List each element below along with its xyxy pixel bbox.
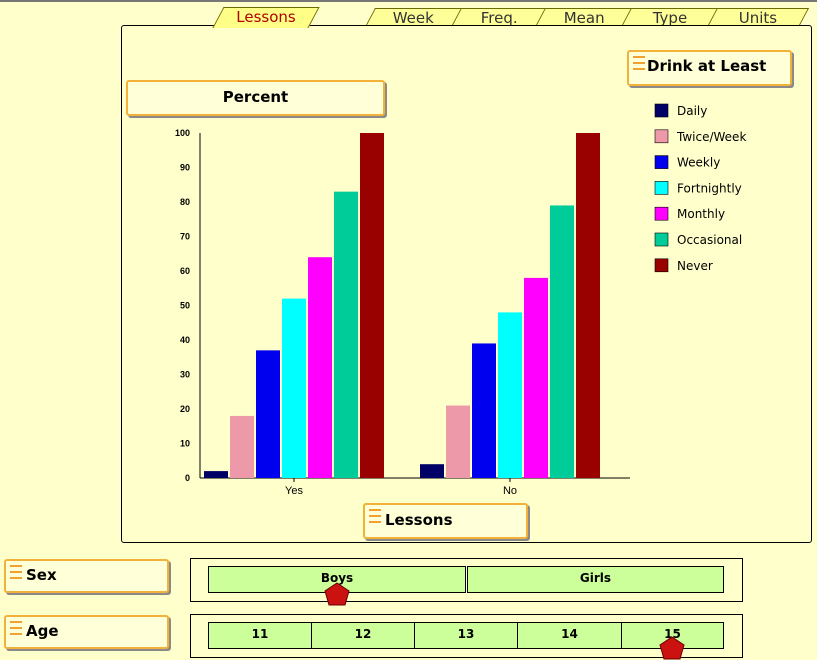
age-option-label: 15 bbox=[664, 627, 681, 641]
bar bbox=[524, 277, 548, 478]
legend-label: Twice/Week bbox=[676, 130, 746, 144]
bar bbox=[256, 350, 280, 478]
bar bbox=[550, 205, 574, 478]
y-axis-button-label: Percent bbox=[222, 88, 289, 106]
age-option-label: 11 bbox=[251, 627, 269, 641]
age-option-14[interactable]: 14 bbox=[517, 622, 622, 649]
y-tick-label: 100 bbox=[175, 128, 190, 138]
bar bbox=[472, 343, 496, 478]
age-button[interactable]: Age bbox=[4, 615, 169, 649]
bar bbox=[308, 257, 332, 478]
bar bbox=[498, 312, 522, 478]
legend-swatch bbox=[654, 232, 669, 247]
x-tick-label: No bbox=[503, 485, 517, 497]
sex-slider-pointer-icon[interactable] bbox=[324, 582, 350, 606]
age-option-label: 13 bbox=[457, 627, 475, 641]
y-tick-label: 80 bbox=[180, 197, 190, 207]
legend-label: Fortnightly bbox=[677, 181, 742, 195]
bar bbox=[576, 133, 600, 478]
legend-swatch bbox=[654, 258, 669, 273]
legend-label: Daily bbox=[677, 104, 707, 118]
tab-lessons[interactable]: Lessons bbox=[212, 7, 320, 28]
menu-lines-icon bbox=[10, 621, 22, 635]
legend-swatch bbox=[654, 155, 669, 169]
y-tick-label: 40 bbox=[180, 335, 190, 345]
x-tick-label: Yes bbox=[285, 485, 303, 497]
y-axis-button[interactable]: Percent bbox=[126, 80, 385, 116]
age-option-11[interactable]: 11 bbox=[208, 622, 312, 649]
bar bbox=[230, 415, 254, 478]
age-button-label: Age bbox=[26, 622, 59, 640]
bar bbox=[420, 464, 444, 478]
age-option-label: 14 bbox=[561, 627, 578, 641]
sex-option-label: Girls bbox=[579, 571, 612, 585]
y-tick-label: 30 bbox=[180, 370, 190, 380]
window-top-edge bbox=[0, 0, 817, 2]
legend-label: Monthly bbox=[677, 207, 725, 221]
legend-label: Occasional bbox=[677, 233, 742, 247]
y-tick-label: 70 bbox=[180, 232, 190, 242]
menu-lines-icon bbox=[369, 509, 381, 523]
legend-swatch bbox=[654, 129, 669, 144]
y-tick-label: 20 bbox=[180, 404, 190, 414]
y-tick-label: 90 bbox=[180, 163, 190, 173]
menu-lines-icon bbox=[10, 565, 22, 579]
age-slider-pointer-icon[interactable] bbox=[659, 636, 685, 660]
legend-label: Never bbox=[677, 259, 713, 273]
y-tick-label: 60 bbox=[180, 266, 190, 276]
bar bbox=[334, 191, 358, 478]
sex-button-label: Sex bbox=[26, 566, 57, 584]
x-axis-button-label: Lessons bbox=[385, 511, 453, 529]
age-option-12[interactable]: 12 bbox=[311, 622, 415, 649]
sex-option-girls[interactable]: Girls bbox=[467, 566, 724, 593]
age-option-label: 12 bbox=[354, 627, 372, 641]
y-tick-label: 0 bbox=[185, 473, 190, 483]
x-axis-button[interactable]: Lessons bbox=[363, 503, 528, 539]
legend-swatch bbox=[654, 206, 669, 221]
y-tick-label: 50 bbox=[180, 301, 190, 311]
bar bbox=[282, 298, 306, 478]
y-tick-label: 10 bbox=[180, 439, 190, 449]
bar bbox=[446, 405, 470, 478]
legend-label: Weekly bbox=[677, 156, 720, 170]
bar bbox=[360, 133, 384, 478]
sex-option-label: Boys bbox=[320, 571, 354, 585]
bar bbox=[204, 471, 228, 478]
legend-swatch bbox=[654, 103, 669, 118]
sex-button[interactable]: Sex bbox=[4, 559, 169, 593]
legend-button[interactable]: Drink at Least bbox=[627, 50, 792, 86]
age-option-13[interactable]: 13 bbox=[414, 622, 518, 649]
legend-swatch bbox=[654, 181, 669, 195]
legend-button-label: Drink at Least bbox=[647, 57, 767, 75]
menu-lines-icon bbox=[633, 56, 645, 70]
